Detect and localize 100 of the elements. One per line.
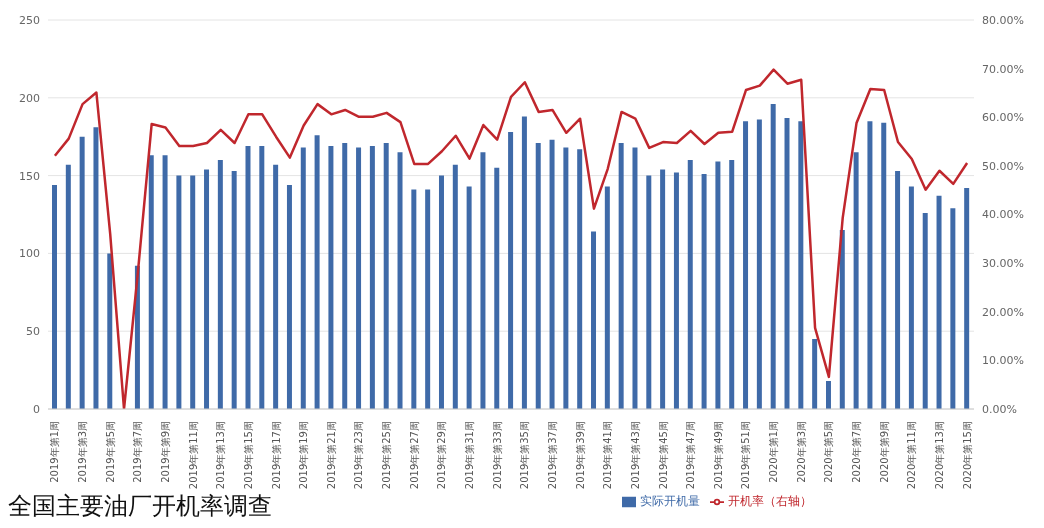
x-tick-label: 2019年第39周	[574, 421, 586, 490]
bar	[508, 132, 514, 409]
line-series	[53, 68, 969, 409]
bar	[79, 136, 85, 409]
y2-tick-label: 20.00%	[982, 305, 1024, 319]
bar	[93, 127, 99, 409]
x-tick-label: 2019年第43周	[629, 421, 641, 490]
x-tick-label: 2019年第33周	[491, 421, 503, 490]
y2-tick-label: 70.00%	[982, 62, 1024, 76]
bar	[687, 160, 693, 409]
bar	[618, 142, 624, 409]
x-tick-label: 2019年第7周	[132, 421, 144, 483]
bar	[231, 170, 237, 409]
x-tick-label: 2020年第9周	[878, 421, 890, 483]
bar	[660, 169, 666, 409]
bar	[839, 230, 845, 409]
bar	[964, 188, 970, 409]
x-tick-label: 2019年第27周	[408, 421, 420, 490]
x-tick-label: 2020年第13周	[933, 421, 945, 490]
x-tick-label: 2020年第1周	[768, 421, 780, 483]
bar	[162, 155, 168, 409]
bar	[328, 146, 334, 409]
bar	[908, 186, 914, 409]
text: 全国主要油厂开机率调查	[8, 492, 272, 520]
x-tick-label: 2019年第41周	[602, 421, 614, 490]
y2-tick-label: 30.00%	[982, 257, 1024, 271]
x-tick-label: 2020年第3周	[795, 421, 807, 483]
x-tick-label: 2020年第7周	[851, 421, 863, 483]
x-tick-label: 2019年第19周	[298, 421, 310, 490]
x-tick-label: 2019年第31周	[464, 421, 476, 490]
bar	[577, 149, 583, 409]
bar	[204, 169, 210, 409]
bar	[563, 147, 569, 409]
bar	[452, 164, 458, 409]
bar	[715, 161, 721, 409]
y-tick-label: 250	[19, 13, 40, 27]
x-tick-label: 2019年第17周	[270, 421, 282, 490]
bar	[798, 121, 804, 409]
x-tick-label: 2019年第47周	[685, 421, 697, 490]
bar	[743, 121, 749, 409]
bar	[356, 147, 362, 409]
x-tick-label: 2019年第45周	[657, 421, 669, 490]
bar	[286, 184, 292, 409]
x-tick-label: 2019年第5周	[104, 421, 116, 483]
x-tick-label: 2019年第13周	[215, 421, 227, 490]
x-tick-label: 2019年第37周	[546, 421, 558, 490]
bar	[176, 175, 182, 409]
x-tick-label: 2019年第9周	[159, 421, 171, 483]
bar	[632, 147, 638, 409]
bar	[770, 104, 776, 409]
bar	[466, 186, 472, 409]
bar	[521, 116, 527, 409]
x-tick-label: 2019年第51周	[740, 421, 752, 490]
x-tick-label: 2019年第3周	[77, 421, 89, 483]
x-tick-label: 2019年第15周	[242, 421, 254, 490]
x-tick-label: 2019年第25周	[381, 421, 393, 490]
bar	[369, 146, 375, 409]
y2-tick-label: 80.00%	[982, 13, 1024, 27]
bar	[494, 167, 500, 409]
bar	[273, 164, 279, 409]
bar	[701, 174, 707, 409]
bar	[812, 338, 818, 409]
bar	[342, 142, 348, 409]
bar	[784, 118, 790, 409]
y-tick-label: 150	[19, 169, 40, 183]
x-tick-label: 2020年第5周	[823, 421, 835, 483]
bar	[936, 195, 942, 409]
x-tick-label: 2020年第11周	[906, 421, 918, 490]
y2-tick-label: 0.00%	[982, 402, 1017, 416]
bar	[825, 380, 831, 409]
bar	[217, 160, 223, 409]
bar	[756, 119, 762, 409]
bar	[259, 146, 265, 409]
y2-tick-label: 50.00%	[982, 159, 1024, 173]
bar	[673, 172, 679, 409]
bar	[107, 253, 113, 409]
bar	[190, 175, 196, 409]
bar	[646, 175, 652, 409]
bar	[950, 208, 956, 409]
bar	[895, 170, 901, 409]
bar	[245, 146, 251, 409]
x-tick-label: 2019年第21周	[325, 421, 337, 490]
bar	[729, 160, 735, 409]
bar	[411, 189, 417, 409]
bar	[314, 135, 320, 409]
bar	[853, 152, 859, 409]
bar	[65, 164, 71, 409]
bar	[867, 121, 873, 409]
y-tick-label: 50	[26, 325, 40, 339]
y-tick-label: 0	[33, 402, 40, 416]
legend-label: 开机率（右轴）	[728, 494, 812, 508]
y2-tick-label: 10.00%	[982, 354, 1024, 368]
bar	[591, 231, 597, 409]
y2-tick-label: 60.00%	[982, 111, 1024, 125]
bar	[535, 142, 541, 409]
bar	[383, 142, 389, 409]
x-tick-label: 2020年第15周	[961, 421, 973, 490]
bar	[397, 152, 403, 409]
bar	[300, 147, 306, 409]
bar	[549, 139, 555, 409]
